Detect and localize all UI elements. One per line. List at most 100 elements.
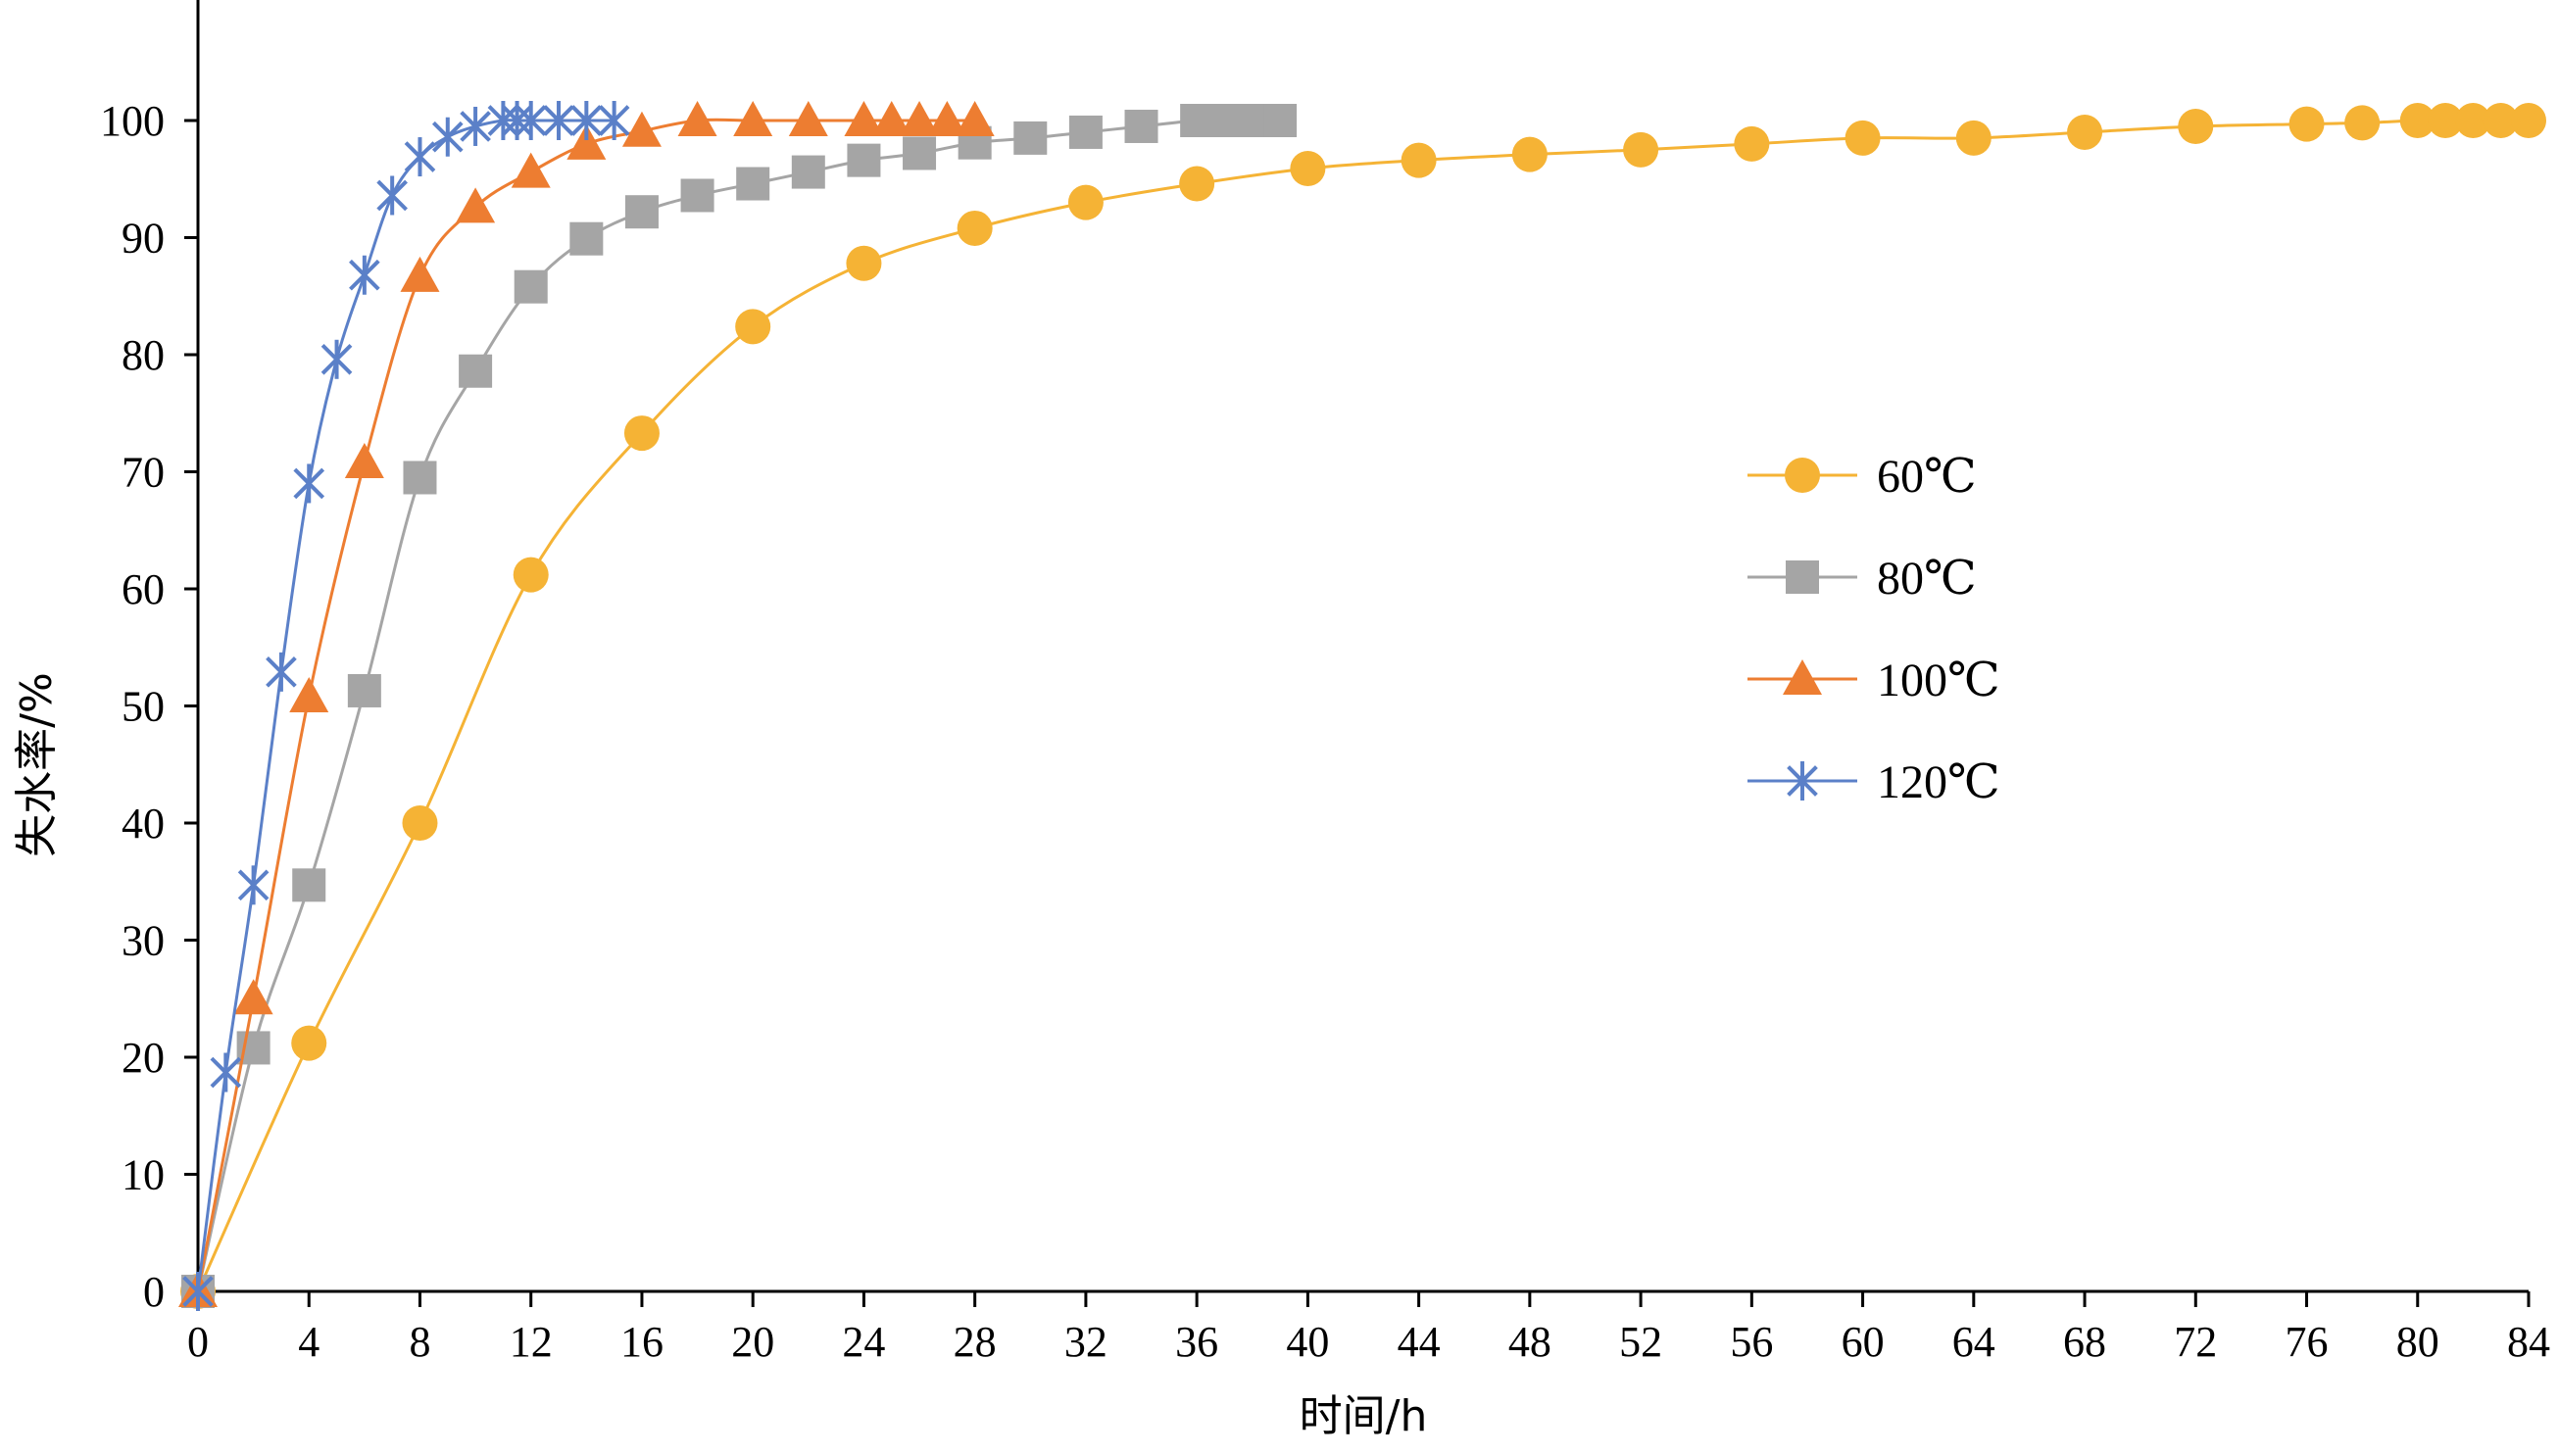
y-tick-label: 80 <box>122 331 165 379</box>
x-tick-label: 24 <box>842 1318 885 1366</box>
data-point <box>903 136 937 170</box>
legend-label: 120℃ <box>1877 756 2000 808</box>
x-tick-label: 8 <box>409 1318 430 1366</box>
series-line <box>196 119 615 1292</box>
x-tick-label: 68 <box>2063 1318 2106 1366</box>
data-point <box>623 415 660 452</box>
data-point <box>1511 136 1548 172</box>
x-tick-label: 36 <box>1175 1318 1218 1366</box>
data-point <box>1955 120 1992 156</box>
y-tick-label: 30 <box>122 917 165 965</box>
data-point <box>677 101 717 136</box>
data-point <box>292 868 326 902</box>
marker-stroke <box>237 869 270 901</box>
marker-stroke <box>182 1276 214 1307</box>
data-point <box>1013 121 1048 155</box>
y-axis-title: 失水率/% <box>12 672 62 857</box>
data-point <box>2455 103 2491 138</box>
data-point <box>621 111 662 147</box>
marker-stroke <box>598 105 630 136</box>
series-0 <box>180 103 2546 1309</box>
data-point <box>2178 108 2214 144</box>
data-point <box>431 117 464 157</box>
x-tick-label: 64 <box>1952 1318 1995 1366</box>
x-tick-label: 72 <box>2174 1318 2217 1366</box>
data-point <box>847 143 881 177</box>
data-point <box>680 178 714 213</box>
data-point <box>543 101 574 140</box>
data-point <box>400 256 440 292</box>
data-point <box>513 557 549 593</box>
data-point <box>210 1052 242 1092</box>
marker-stroke <box>543 105 574 136</box>
data-point <box>569 221 604 256</box>
series-1 <box>181 104 1298 1308</box>
series-2 <box>178 101 995 1307</box>
y-tick-label: 40 <box>122 800 165 848</box>
data-point <box>233 979 273 1015</box>
legend-marker <box>1783 659 1822 695</box>
legend-item: 100℃ <box>1747 655 2000 706</box>
legend-item: 80℃ <box>1747 553 1977 605</box>
data-point <box>2067 114 2103 150</box>
data-point <box>349 255 380 295</box>
x-tick-label: 44 <box>1398 1318 1441 1366</box>
series-3 <box>182 101 630 1311</box>
data-point <box>2288 106 2325 142</box>
data-point <box>2399 103 2435 138</box>
y-tick-label: 20 <box>122 1034 165 1082</box>
data-point <box>514 269 548 304</box>
data-point <box>927 101 967 136</box>
y-tick-label: 60 <box>122 565 165 613</box>
data-point <box>291 1025 327 1061</box>
data-point <box>844 101 884 136</box>
x-tick-label: 16 <box>620 1318 664 1366</box>
data-point <box>266 652 297 692</box>
data-point <box>1623 131 1659 168</box>
data-point <box>788 101 828 136</box>
marker-stroke <box>293 467 325 500</box>
data-point <box>624 195 659 229</box>
data-point <box>237 865 270 905</box>
marker-stroke <box>376 179 408 212</box>
data-point <box>735 309 771 345</box>
marker-stroke <box>487 105 519 136</box>
data-point <box>566 123 607 160</box>
data-point <box>2428 103 2464 138</box>
data-point <box>289 676 329 712</box>
x-tick-label: 80 <box>2396 1318 2439 1366</box>
data-point <box>1290 150 1326 186</box>
data-point <box>736 167 770 201</box>
data-point <box>1734 125 1770 162</box>
legend-label: 100℃ <box>1877 655 2000 706</box>
x-tick-label: 84 <box>2507 1318 2550 1366</box>
data-point <box>846 245 882 281</box>
marker-stroke <box>1787 765 1818 797</box>
series-layer <box>178 101 2546 1311</box>
legend-item: 60℃ <box>1747 451 1977 503</box>
legend-label: 60℃ <box>1877 451 1977 503</box>
marker-stroke <box>460 111 491 142</box>
data-point <box>1263 104 1298 137</box>
y-tick-label: 0 <box>143 1268 165 1316</box>
data-point <box>955 101 995 136</box>
legend-marker <box>1785 458 1820 493</box>
x-tick-label: 0 <box>187 1318 209 1366</box>
y-tick-label: 50 <box>122 683 165 731</box>
data-point <box>2483 103 2519 138</box>
x-tick-label: 28 <box>954 1318 997 1366</box>
x-tick-label: 48 <box>1508 1318 1551 1366</box>
data-point <box>1845 120 1881 156</box>
data-point <box>791 155 825 189</box>
x-tick-label: 20 <box>731 1318 774 1366</box>
marker-stroke <box>210 1056 242 1089</box>
data-point <box>376 175 408 216</box>
data-point <box>347 673 381 707</box>
marker-stroke <box>431 121 464 153</box>
marker-stroke <box>266 656 297 688</box>
x-axis-title: 时间/h <box>1300 1391 1428 1441</box>
marker-stroke <box>501 105 533 136</box>
data-point <box>293 463 325 504</box>
marker-stroke <box>404 141 436 172</box>
legend-marker <box>1787 761 1818 801</box>
